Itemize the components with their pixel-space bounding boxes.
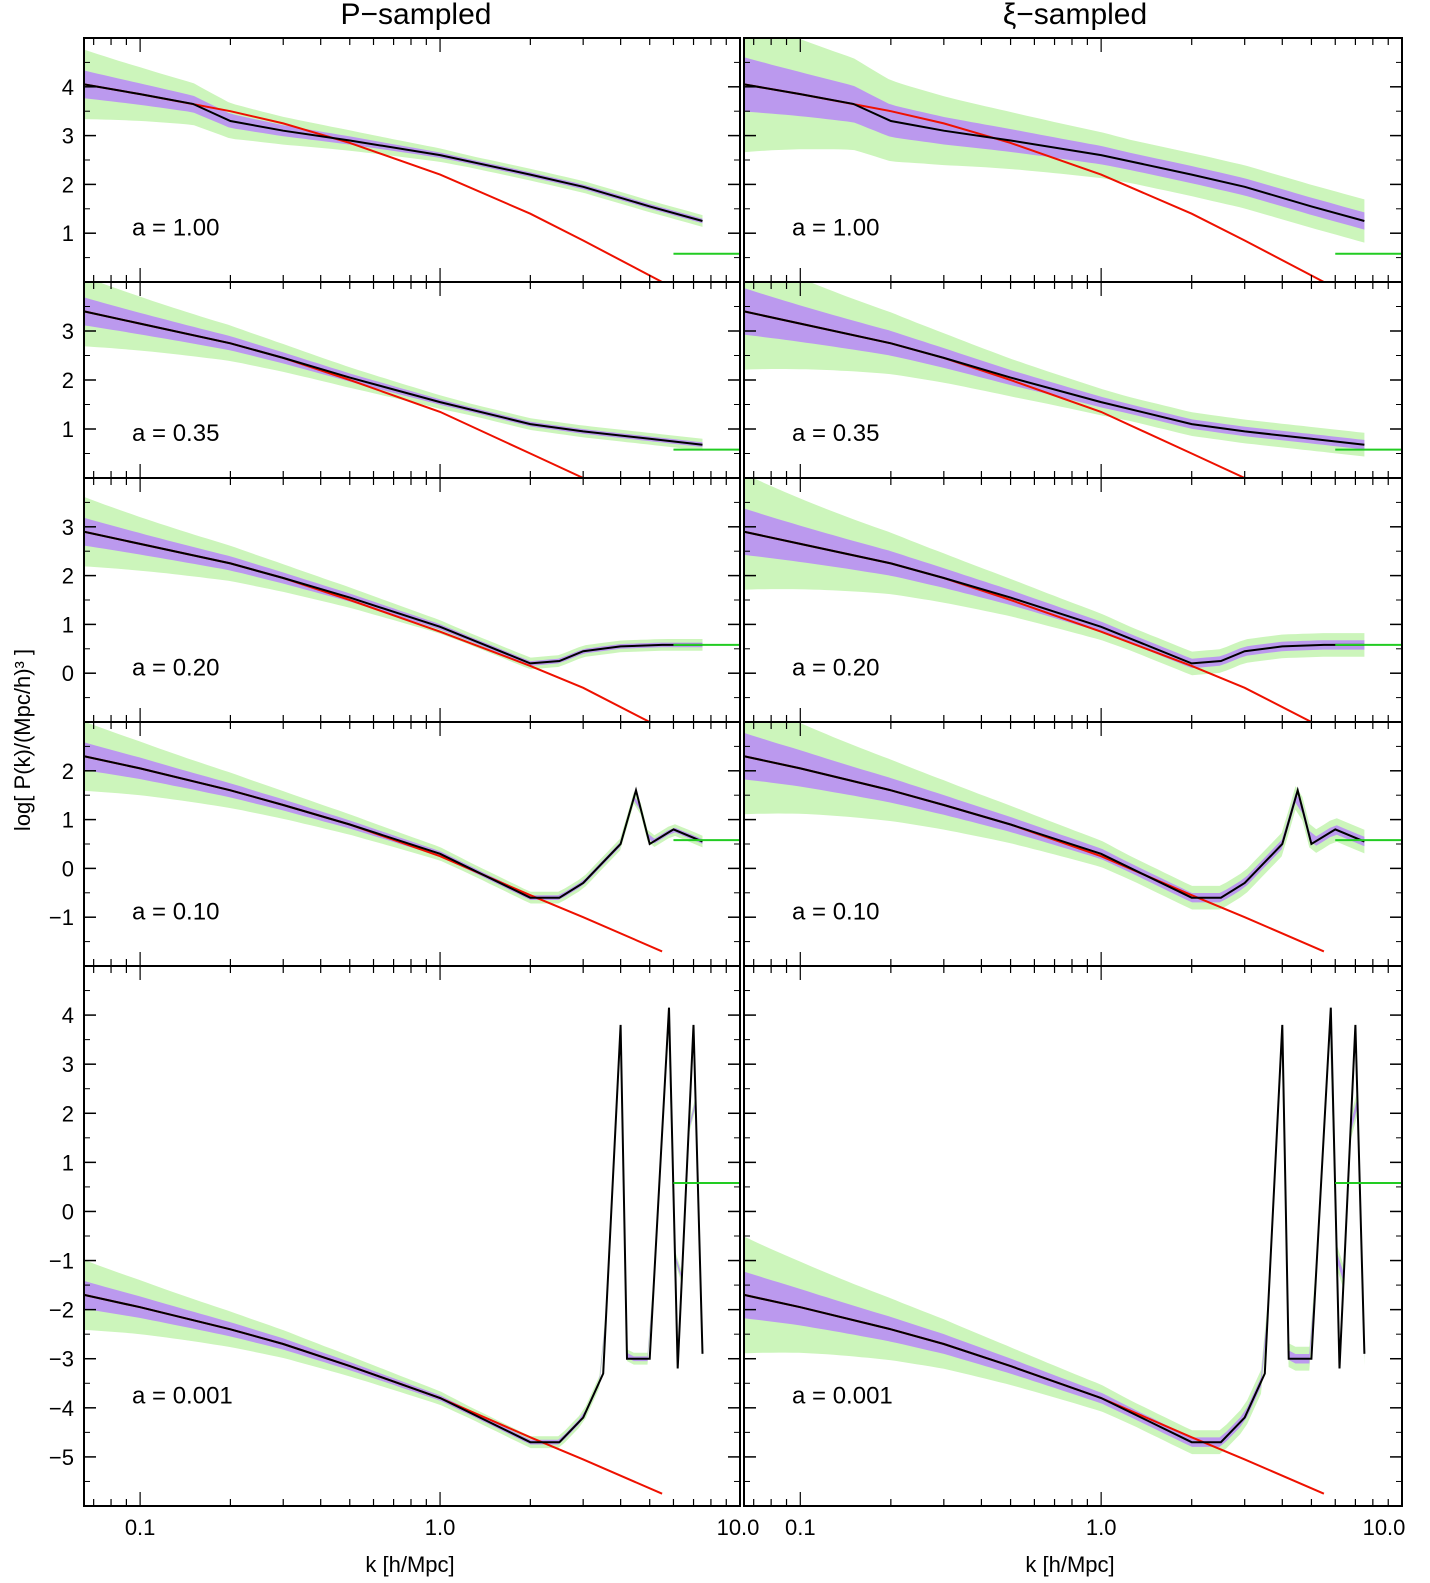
y-tick-label: 2 <box>62 564 74 589</box>
panel-plot-area <box>84 282 740 478</box>
scale-factor-label: a = 1.00 <box>792 215 879 242</box>
y-tick-label: 2 <box>62 172 74 197</box>
scale-factor-label: a = 0.20 <box>132 655 219 682</box>
panel-frame <box>83 477 741 723</box>
y-tick-label: −3 <box>49 1347 74 1372</box>
mean-power-line <box>744 310 1365 446</box>
y-tick-label: 2 <box>62 1101 74 1126</box>
scale-factor-label: a = 0.20 <box>792 655 879 682</box>
column-title-right: ξ−sampled <box>1003 0 1147 31</box>
panel-r1-c0: 1 2 3 a = 0.35 <box>62 281 741 479</box>
full-range-band <box>744 478 1365 676</box>
x-tick-label: 1.0 <box>425 1515 456 1540</box>
y-tick-label: 0 <box>62 856 74 881</box>
y-tick-label: 3 <box>62 515 74 540</box>
sigma-band <box>744 288 1365 450</box>
panel-plot-area <box>744 1007 1402 1495</box>
panel-r4-c1: a = 0.001 <box>743 965 1403 1507</box>
panel-r2-c0: 0 1 2 3 a = 0.20 <box>62 477 741 723</box>
sigma-band <box>744 57 1365 230</box>
panel-plot-area <box>744 282 1402 478</box>
panel-plot-area <box>84 1007 740 1495</box>
y-tick-label: 0 <box>62 1199 74 1224</box>
y-tick-label: 1 <box>62 1150 74 1175</box>
full-range-band <box>84 1017 703 1449</box>
panel-frame <box>83 37 741 283</box>
full-range-band <box>84 282 703 451</box>
panel-r1-c1: a = 0.35 <box>743 281 1403 479</box>
scale-factor-label: a = 1.00 <box>132 215 219 242</box>
x-axis-label-left: k [h/Mpc] <box>365 1552 454 1577</box>
panel-plot-area <box>744 38 1402 282</box>
scale-factor-label: a = 0.35 <box>132 420 219 447</box>
panel-frame <box>83 965 741 1507</box>
scale-factor-label: a = 0.001 <box>792 1382 893 1409</box>
y-tick-label: −2 <box>49 1298 74 1323</box>
y-tick-label: 1 <box>62 417 74 442</box>
scale-factor-label: a = 0.10 <box>792 899 879 926</box>
mean-power-line <box>84 530 703 665</box>
mean-power-line <box>84 755 703 899</box>
y-tick-label: 0 <box>62 661 74 686</box>
mean-power-line <box>744 755 1365 899</box>
column-title-left: P−sampled <box>341 0 492 31</box>
panel-r2-c1: a = 0.20 <box>743 477 1403 723</box>
panel-grid: 1 2 3 4 a = 1.00 a = 1.00 1 2 3 a = 0.35 a = 0.35 0… <box>49 37 1406 1540</box>
x-tick-label: 1.0 <box>1086 1515 1117 1540</box>
panel-r0-c0: 1 2 3 4 a = 1.00 <box>62 37 741 283</box>
full-range-band <box>744 722 1365 910</box>
y-tick-label: 4 <box>62 75 74 100</box>
x-axis-label-right: k [h/Mpc] <box>1025 1552 1114 1577</box>
y-tick-label: 4 <box>62 1003 74 1028</box>
mean-power-line <box>84 83 703 222</box>
panel-r3-c1: a = 0.10 <box>743 721 1403 967</box>
scale-factor-label: a = 0.35 <box>792 420 879 447</box>
panel-r4-c0: −5 −4 −3 −2 −1 0 1 2 3 4 a = 0.001 <box>49 965 741 1507</box>
sigma-band <box>744 1018 1365 1447</box>
y-tick-label: 3 <box>62 319 74 344</box>
y-tick-label: 3 <box>62 124 74 149</box>
full-range-band <box>84 722 703 904</box>
x-tick-label: 0.1 <box>125 1515 156 1540</box>
y-tick-label: 1 <box>62 221 74 246</box>
y-tick-label: 2 <box>62 368 74 393</box>
panel-plot-area <box>84 722 740 953</box>
panel-r0-c1: a = 1.00 <box>743 37 1403 283</box>
y-tick-label: −4 <box>49 1396 74 1421</box>
panel-plot-area <box>744 478 1402 722</box>
x-tick-label: 10.0 <box>717 1515 760 1540</box>
panel-r3-c0: −1 0 1 2 a = 0.10 <box>49 721 741 967</box>
full-range-band <box>744 38 1365 243</box>
full-range-band <box>744 1011 1365 1455</box>
panel-plot-area <box>84 49 740 282</box>
y-tick-label: −1 <box>49 1249 74 1274</box>
mean-power-line <box>744 83 1365 222</box>
mean-power-line <box>744 1007 1366 1444</box>
panel-frame <box>743 477 1403 723</box>
panel-plot-area <box>744 722 1402 953</box>
x-tick-label: 0.1 <box>785 1515 816 1540</box>
y-tick-label: 1 <box>62 612 74 637</box>
mean-power-line <box>744 530 1365 665</box>
y-tick-label: 3 <box>62 1052 74 1077</box>
mean-power-line <box>84 310 703 446</box>
full-range-band <box>84 49 703 227</box>
y-tick-label: 1 <box>62 808 74 833</box>
mean-power-line <box>84 1007 704 1444</box>
panel-frame <box>743 965 1403 1507</box>
full-range-band <box>84 496 703 670</box>
y-tick-label: −1 <box>49 905 74 930</box>
y-axis-label: log[ P(k)/(Mpc/h)³ ] <box>10 649 35 831</box>
full-range-band <box>744 282 1365 457</box>
x-tick-label: 10.0 <box>1363 1515 1406 1540</box>
y-tick-label: −5 <box>49 1445 74 1470</box>
scale-factor-label: a = 0.10 <box>132 899 219 926</box>
scale-factor-label: a = 0.001 <box>132 1382 233 1409</box>
y-tick-label: 2 <box>62 759 74 784</box>
panel-plot-area <box>84 496 740 722</box>
